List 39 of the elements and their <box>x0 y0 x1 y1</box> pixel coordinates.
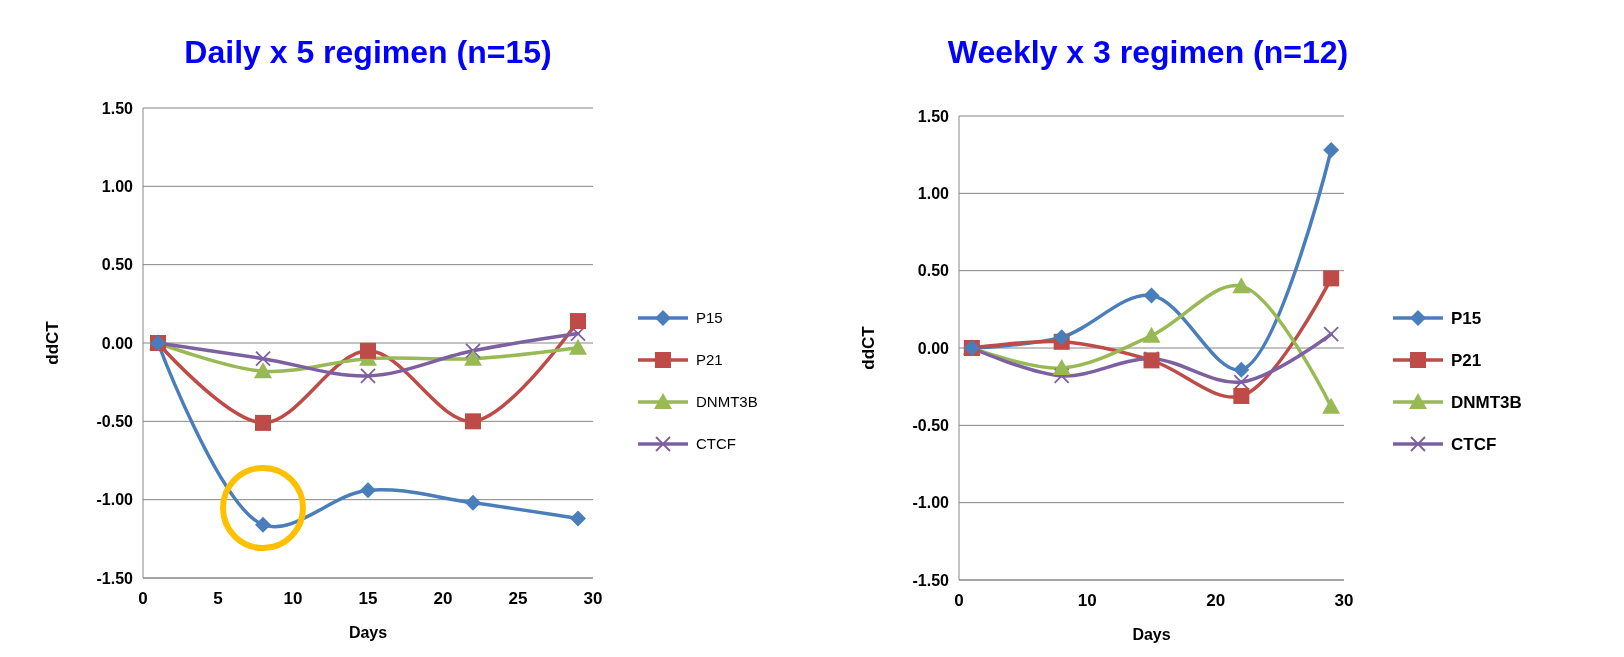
x-tick-label: 5 <box>213 589 223 608</box>
y-tick-label: -0.50 <box>912 416 950 434</box>
y-tick-label: 1.50 <box>101 99 134 117</box>
y-tick-label: 1.50 <box>917 107 950 125</box>
y-tick-label: 1.00 <box>101 177 134 195</box>
x-axis-title: Days <box>1132 626 1171 643</box>
chart-title: Weekly x 3 regimen (n=12) <box>947 34 1349 70</box>
x-tick-label: 10 <box>1077 591 1097 610</box>
x-tick-label: 10 <box>283 589 303 608</box>
x-tick-label: 0 <box>954 591 964 610</box>
y-tick-label: -1.50 <box>912 571 950 589</box>
x-tick-label: 0 <box>138 589 148 608</box>
y-axis-title: ddCT <box>43 320 62 365</box>
legend-label: CTCF <box>696 435 736 453</box>
x-axis-title: Days <box>348 624 388 641</box>
y-tick-label: 1.00 <box>917 184 950 202</box>
y-tick-label: -1.50 <box>96 569 134 587</box>
y-tick-label: -1.00 <box>912 494 950 512</box>
x-tick-label: 20 <box>1206 591 1226 610</box>
legend-label: CTCF <box>1451 434 1497 454</box>
legend-label: P21 <box>1451 350 1482 370</box>
y-tick-label: 0.00 <box>101 334 134 352</box>
y-tick-label: 0.50 <box>101 256 134 274</box>
x-tick-label: 30 <box>1334 591 1354 610</box>
y-tick-label: 0.50 <box>917 262 950 280</box>
y-tick-label: -1.00 <box>96 491 134 509</box>
x-tick-label: 30 <box>583 589 603 608</box>
y-tick-label: 0.00 <box>917 339 950 357</box>
x-tick-label: 25 <box>508 589 528 608</box>
y-axis-title: ddCT <box>859 325 878 370</box>
y-tick-label: -0.50 <box>96 412 134 430</box>
chart-title: Daily x 5 regimen (n=15) <box>184 34 552 70</box>
legend-label: P15 <box>696 309 723 327</box>
legend-label: P21 <box>696 351 723 369</box>
legend-label: DNMT3B <box>1451 392 1522 412</box>
legend-label: DNMT3B <box>696 393 758 411</box>
x-tick-label: 15 <box>358 589 378 608</box>
x-tick-label: 20 <box>433 589 453 608</box>
legend-label: P15 <box>1451 308 1482 328</box>
